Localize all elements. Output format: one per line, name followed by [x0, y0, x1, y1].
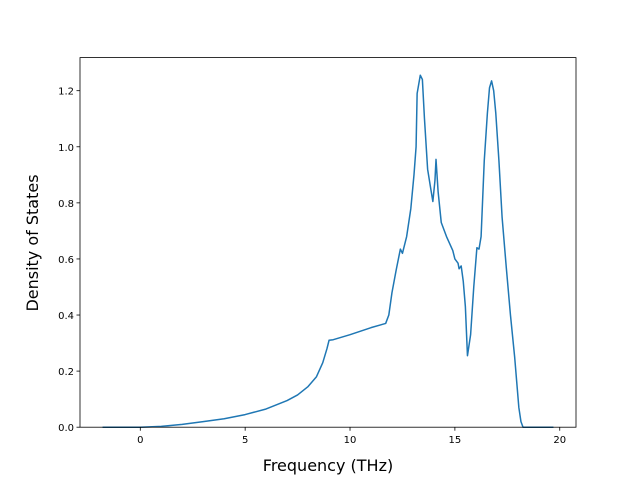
y-tick-label: 0.6 — [58, 255, 74, 266]
y-tick-label: 1.0 — [58, 143, 74, 154]
y-tick-label: 0.0 — [58, 423, 74, 434]
x-tick-label: 5 — [242, 435, 248, 446]
plot-frame — [79, 57, 577, 428]
line — [102, 74, 554, 428]
y-tick-label: 0.4 — [58, 311, 74, 322]
x-axis-label: Frequency (THz) — [263, 456, 393, 475]
x-tick-label: 10 — [344, 435, 357, 446]
y-tick-label: 1.2 — [58, 87, 74, 98]
x-tick-label: 15 — [449, 435, 462, 446]
x-tick-label: 20 — [553, 435, 566, 446]
y-tick-label: 0.2 — [58, 367, 74, 378]
y-tick-label: 0.8 — [58, 199, 74, 210]
y-axis-label: Density of States — [23, 174, 42, 311]
x-tick-label: 0 — [137, 435, 143, 446]
